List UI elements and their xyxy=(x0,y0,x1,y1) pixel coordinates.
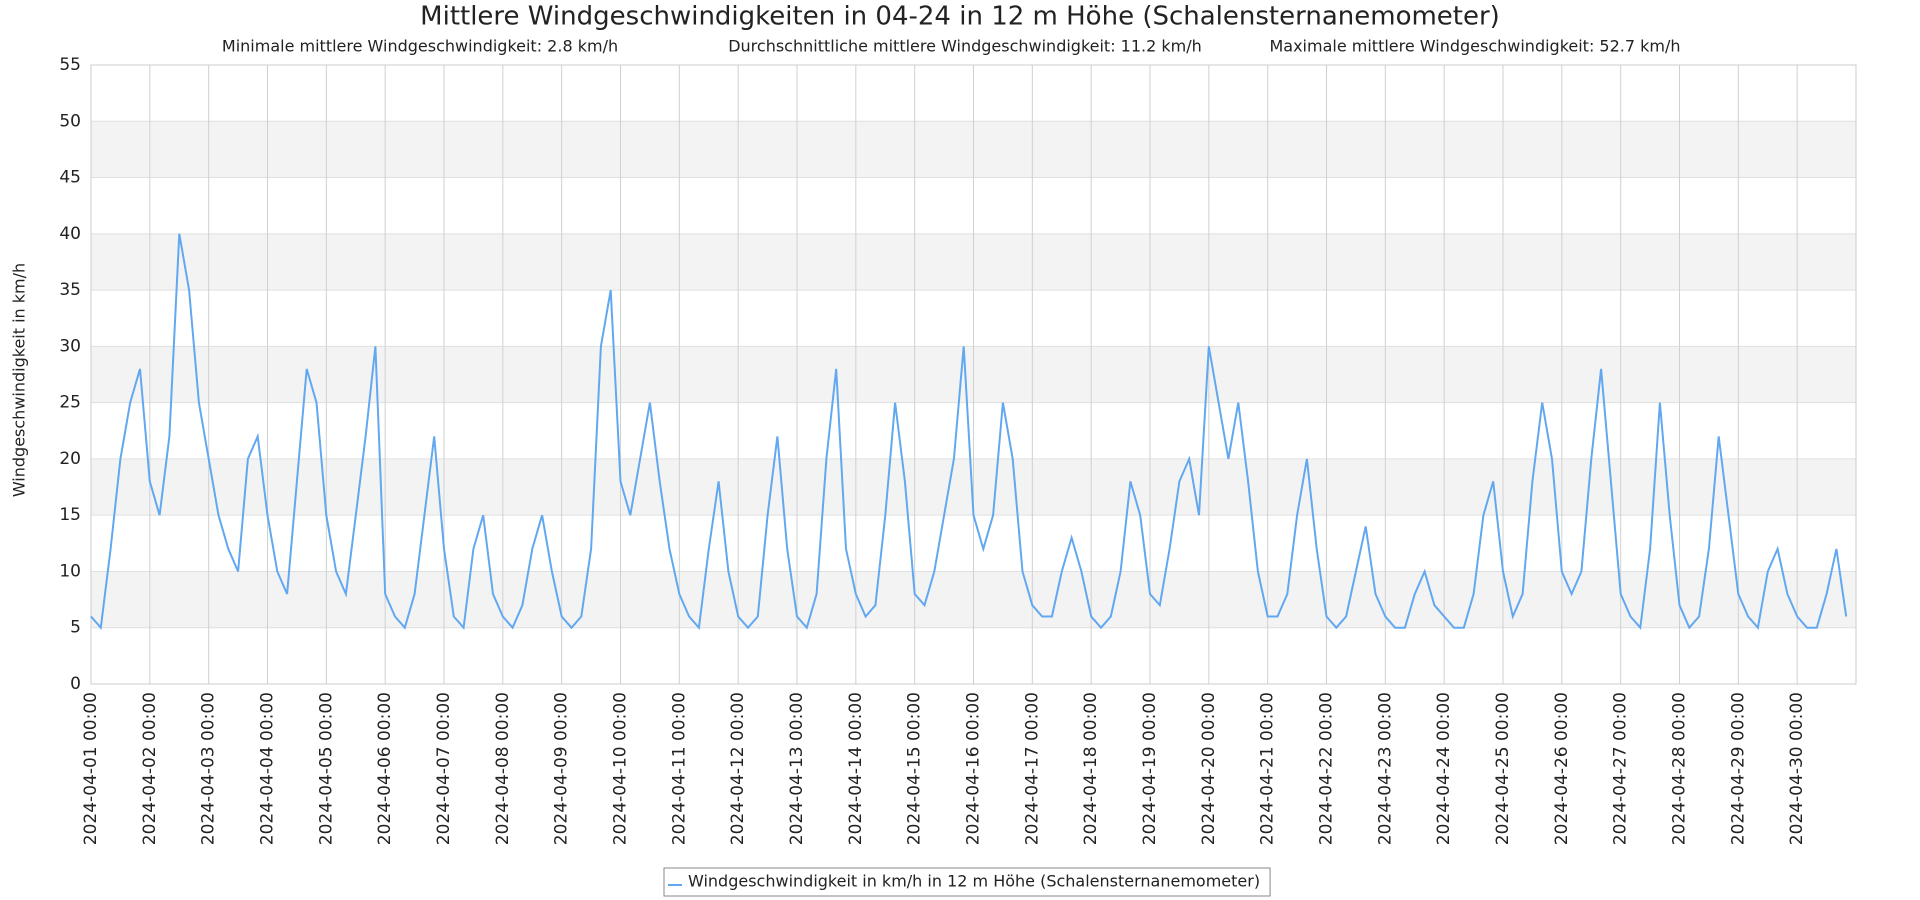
plot-border xyxy=(90,64,1857,685)
x-tick-label: 2024-04-21 00:00 xyxy=(1258,692,1278,845)
x-tick-label: 2024-04-04 00:00 xyxy=(258,692,278,845)
y-tick-label: 25 xyxy=(59,393,81,413)
y-tick-label: 30 xyxy=(59,336,81,356)
x-tick-label: 2024-04-11 00:00 xyxy=(669,692,689,845)
x-tick-label: 2024-04-24 00:00 xyxy=(1434,692,1454,845)
chart-title: Mittlere Windgeschwindigkeiten in 04-24 … xyxy=(420,2,1500,32)
x-tick-label: 2024-04-23 00:00 xyxy=(1375,692,1395,845)
y-tick-label: 40 xyxy=(59,224,81,244)
x-tick-label: 2024-04-18 00:00 xyxy=(1081,692,1101,845)
legend: Windgeschwindigkeit in km/h in 12 m Höhe… xyxy=(663,867,1271,897)
y-tick-label: 0 xyxy=(70,674,81,694)
x-tick-label: 2024-04-10 00:00 xyxy=(611,692,631,845)
annotation: Minimale mittlere Windgeschwindigkeit: 2… xyxy=(222,37,618,56)
x-tick-label: 2024-04-16 00:00 xyxy=(964,692,984,845)
x-tick-label: 2024-04-17 00:00 xyxy=(1022,692,1042,845)
x-tick-label: 2024-04-03 00:00 xyxy=(199,692,219,845)
x-tick-label: 2024-04-01 00:00 xyxy=(81,692,101,845)
x-tick-label: 2024-04-13 00:00 xyxy=(787,692,807,845)
x-tick-label: 2024-04-28 00:00 xyxy=(1670,692,1690,845)
x-tick-label: 2024-04-15 00:00 xyxy=(905,692,925,845)
x-tick-label: 2024-04-07 00:00 xyxy=(434,692,454,845)
x-tick-label: 2024-04-09 00:00 xyxy=(552,692,572,845)
x-tick-label: 2024-04-22 00:00 xyxy=(1317,692,1337,845)
y-tick-label: 5 xyxy=(70,618,81,638)
x-tick-label: 2024-04-19 00:00 xyxy=(1140,692,1160,845)
x-tick-label: 2024-04-30 00:00 xyxy=(1787,692,1807,845)
data-line xyxy=(90,233,1848,631)
x-tick-label: 2024-04-29 00:00 xyxy=(1728,692,1748,845)
y-tick-label: 45 xyxy=(59,168,81,188)
y-tick-label: 15 xyxy=(59,505,81,525)
x-tick-label: 2024-04-25 00:00 xyxy=(1493,692,1513,845)
y-tick-label: 35 xyxy=(59,280,81,300)
annotation: Durchschnittliche mittlere Windgeschwind… xyxy=(728,37,1202,56)
y-tick-label: 10 xyxy=(59,561,81,581)
y-tick-label: 20 xyxy=(59,449,81,469)
legend-box xyxy=(663,867,1271,897)
x-tick-label: 2024-04-14 00:00 xyxy=(846,692,866,845)
x-tick-label: 2024-04-27 00:00 xyxy=(1611,692,1631,845)
y-axis-label: Windgeschwindigkeit in km/h xyxy=(10,263,29,497)
y-tick-label: 55 xyxy=(59,55,81,75)
legend-label: Windgeschwindigkeit in km/h in 12 m Höhe… xyxy=(688,872,1260,891)
annotation: Maximale mittlere Windgeschwindigkeit: 5… xyxy=(1269,37,1680,56)
x-tick-label: 2024-04-26 00:00 xyxy=(1552,692,1572,845)
x-tick-label: 2024-04-12 00:00 xyxy=(728,692,748,845)
x-tick-label: 2024-04-05 00:00 xyxy=(316,692,336,845)
x-tick-label: 2024-04-08 00:00 xyxy=(493,692,513,845)
x-tick-label: 2024-04-20 00:00 xyxy=(1199,692,1219,845)
x-tick-label: 2024-04-06 00:00 xyxy=(375,692,395,845)
y-tick-label: 50 xyxy=(59,111,81,131)
x-tick-label: 2024-04-02 00:00 xyxy=(140,692,160,845)
